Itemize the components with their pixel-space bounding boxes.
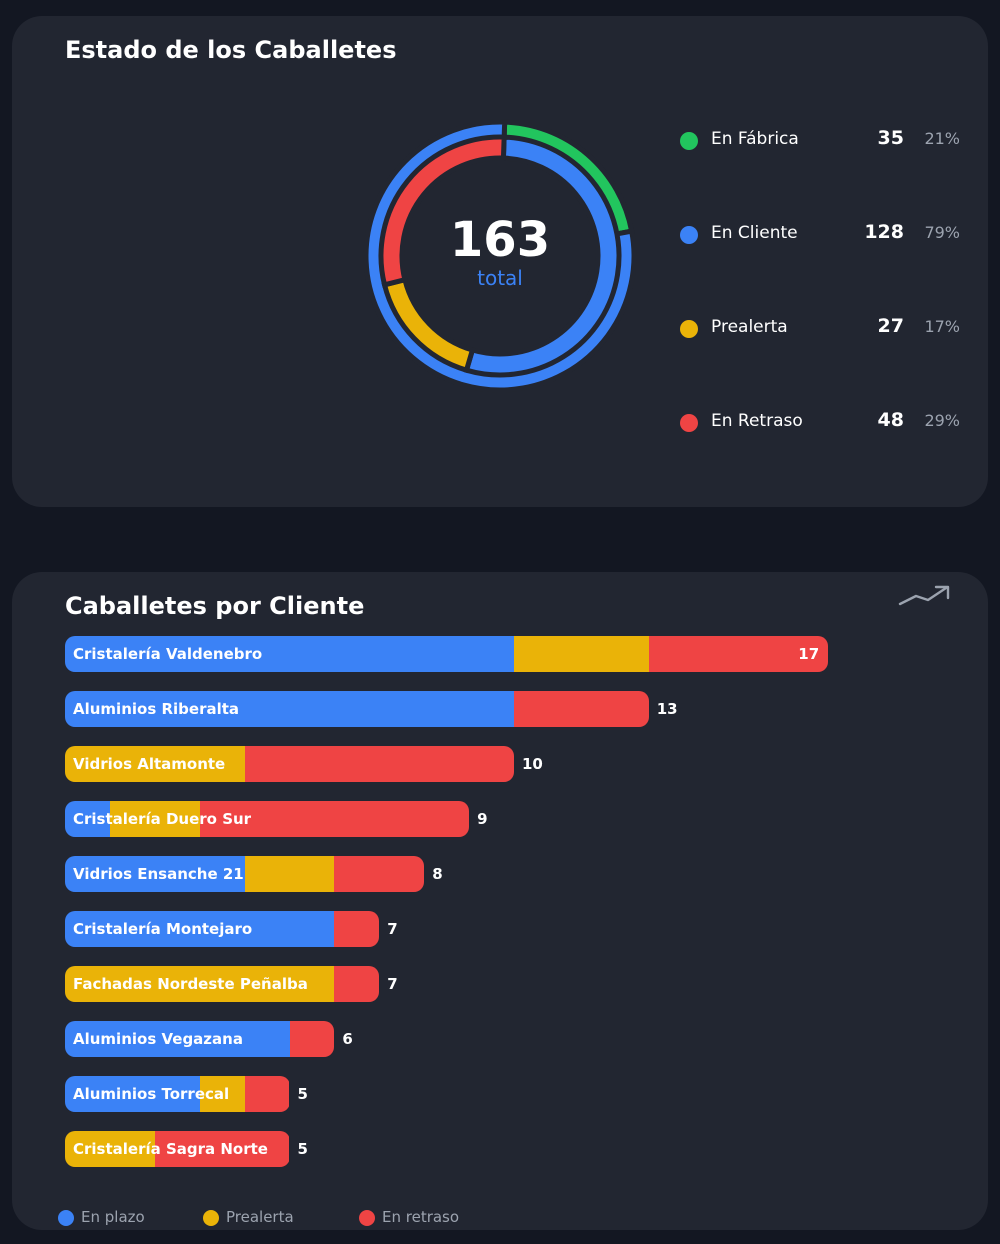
status-card: Estado de los Caballetes 163 total En Fá… — [12, 16, 988, 507]
bar-row-fachadas-nordeste-penalba[interactable]: Fachadas Nordeste Peñalba 7 — [65, 966, 439, 1002]
bar-segment-en-retraso[interactable] — [334, 966, 380, 1002]
bar-segment-prealerta[interactable] — [65, 966, 335, 1002]
bar-total-value: 5 — [297, 1085, 308, 1103]
legend-percent: 21% — [924, 129, 960, 148]
status-title: Estado de los Caballetes — [65, 36, 397, 64]
legend-item-en-fabrica[interactable]: En Fábrica 35 21% — [680, 126, 960, 156]
legend-dot-icon — [359, 1210, 375, 1226]
bar-segment-en-retraso[interactable] — [244, 746, 514, 782]
bar-label: Aluminios Vegazana — [73, 1030, 243, 1048]
bar-track: Fachadas Nordeste Peñalba — [65, 966, 380, 1002]
legend-item-en-cliente[interactable]: En Cliente 128 79% — [680, 220, 960, 250]
bar-track: Aluminios Vegazana — [65, 1021, 335, 1057]
legend-dot-icon — [680, 320, 698, 338]
bar-segment-en-plazo[interactable] — [65, 801, 110, 837]
legend-percent: 79% — [924, 223, 960, 242]
trending-up-icon[interactable] — [898, 582, 952, 610]
bar-total-value: 6 — [342, 1030, 353, 1048]
bar-track: Cristalería Duero Sur — [65, 801, 470, 837]
donut-total-label: total — [477, 266, 523, 290]
bar-label: Cristalería Duero Sur — [73, 810, 252, 828]
bar-track: Aluminios Torrecal — [65, 1076, 290, 1112]
bar-total-value: 8 — [432, 865, 443, 883]
clients-card: Caballetes por Cliente Cristalería Valde… — [12, 572, 988, 1230]
bar-total-value: 7 — [387, 920, 398, 938]
bar-label: Cristalería Sagra Norte — [73, 1140, 268, 1158]
bar-label: Vidrios Ensanche 21 — [73, 865, 244, 883]
bar-segment-en-retraso[interactable] — [334, 911, 380, 947]
legend-dot-icon — [680, 226, 698, 244]
bar-total-value: 5 — [297, 1140, 308, 1158]
bar-segment-en-plazo[interactable] — [65, 911, 335, 947]
bar-label: Aluminios Torrecal — [73, 1085, 230, 1103]
legend-label: En Cliente — [711, 223, 798, 243]
bar-row-aluminios-riberalta[interactable]: Aluminios Riberalta 13 — [65, 691, 709, 727]
bar-row-aluminios-torrecal[interactable]: Aluminios Torrecal 5 — [65, 1076, 350, 1112]
legend-percent: 29% — [924, 411, 960, 430]
legend-count: 35 — [877, 127, 904, 149]
legend-dot-icon — [58, 1210, 74, 1226]
bar-row-vidrios-altamonte[interactable]: Vidrios Altamonte 10 — [65, 746, 574, 782]
bar-segment-en-retraso[interactable] — [244, 1076, 290, 1112]
bar-segment-en-retraso[interactable] — [334, 856, 425, 892]
legend-label: En Retraso — [711, 411, 803, 431]
bar-row-cristaleria-valdenebro[interactable]: Cristalería Valdenebro 17 — [65, 636, 888, 672]
legend-count: 27 — [877, 315, 904, 337]
bar-segment-en-plazo[interactable] — [65, 691, 514, 727]
bar-total-value: 7 — [387, 975, 398, 993]
bar-segment-en-plazo[interactable] — [65, 636, 514, 672]
bar-row-cristaleria-montejaro[interactable]: Cristalería Montejaro 7 — [65, 911, 439, 947]
bar-segment-en-retraso[interactable] — [289, 1021, 335, 1057]
legend-label: En Fábrica — [711, 129, 799, 149]
bar-label: Fachadas Nordeste Peñalba — [73, 975, 308, 993]
bar-total-value: 9 — [477, 810, 488, 828]
bar-track: Vidrios Ensanche 21 — [65, 856, 425, 892]
bar-segment-prealerta[interactable] — [65, 1131, 155, 1167]
bar-track: Aluminios Riberalta — [65, 691, 649, 727]
legend-count: 128 — [864, 221, 904, 243]
bar-segment-en-retraso[interactable] — [514, 691, 649, 727]
bar-segment-en-plazo[interactable] — [65, 1076, 200, 1112]
legend-dot-icon — [203, 1210, 219, 1226]
bar-segment-prealerta[interactable] — [514, 636, 649, 672]
legend-label: En retraso — [382, 1208, 460, 1226]
legend-label: Prealerta — [711, 317, 788, 337]
bar-total-value: 10 — [522, 755, 543, 773]
bar-segment-prealerta[interactable] — [65, 746, 245, 782]
clients-title: Caballetes por Cliente — [65, 592, 365, 620]
bar-segment-en-retraso[interactable] — [154, 1131, 290, 1167]
bar-label: Cristalería Montejaro — [73, 920, 253, 938]
bar-segment-en-retraso[interactable] — [648, 636, 829, 672]
bar-segment-en-plazo[interactable] — [65, 856, 245, 892]
legend-count: 48 — [877, 409, 904, 431]
bar-segment-en-plazo[interactable] — [65, 1021, 290, 1057]
donut-total-value: 163 — [449, 212, 551, 268]
bar-segment-en-retraso[interactable] — [199, 801, 470, 837]
legend-item-prealerta[interactable]: Prealerta 27 17% — [680, 314, 960, 344]
bar-row-cristaleria-duero-sur[interactable]: Cristalería Duero Sur 9 — [65, 801, 529, 837]
legend-label: Prealerta — [226, 1208, 294, 1226]
bar-segment-prealerta[interactable] — [244, 856, 335, 892]
bar-row-vidrios-ensanche-21[interactable]: Vidrios Ensanche 21 8 — [65, 856, 484, 892]
bar-label: Cristalería Valdenebro — [73, 645, 263, 663]
bar-track: Vidrios Altamonte — [65, 746, 514, 782]
bar-total-value: 17 — [798, 645, 820, 663]
bar-track: Cristalería Montejaro — [65, 911, 380, 947]
bar-row-aluminios-vegazana[interactable]: Aluminios Vegazana 6 — [65, 1021, 394, 1057]
bar-segment-prealerta[interactable] — [199, 1076, 245, 1112]
bar-segment-prealerta[interactable] — [109, 801, 200, 837]
bar-label: Vidrios Altamonte — [73, 755, 226, 773]
legend-item-en-retraso[interactable]: En Retraso 48 29% — [680, 408, 960, 438]
legend-percent: 17% — [924, 317, 960, 336]
legend-dot-icon — [680, 132, 698, 150]
bar-row-cristaleria-sagra-norte[interactable]: Cristalería Sagra Norte 5 — [65, 1131, 350, 1167]
legend-dot-icon — [680, 414, 698, 432]
bar-track: Cristalería Sagra Norte — [65, 1131, 290, 1167]
bar-track: Cristalería Valdenebro — [65, 636, 829, 672]
legend-label: En plazo — [81, 1208, 145, 1226]
bar-total-value: 13 — [656, 700, 678, 718]
bar-label: Aluminios Riberalta — [73, 700, 240, 718]
donut-inner-slice-en-retraso[interactable] — [378, 134, 507, 288]
status-donut-chart — [363, 119, 637, 393]
